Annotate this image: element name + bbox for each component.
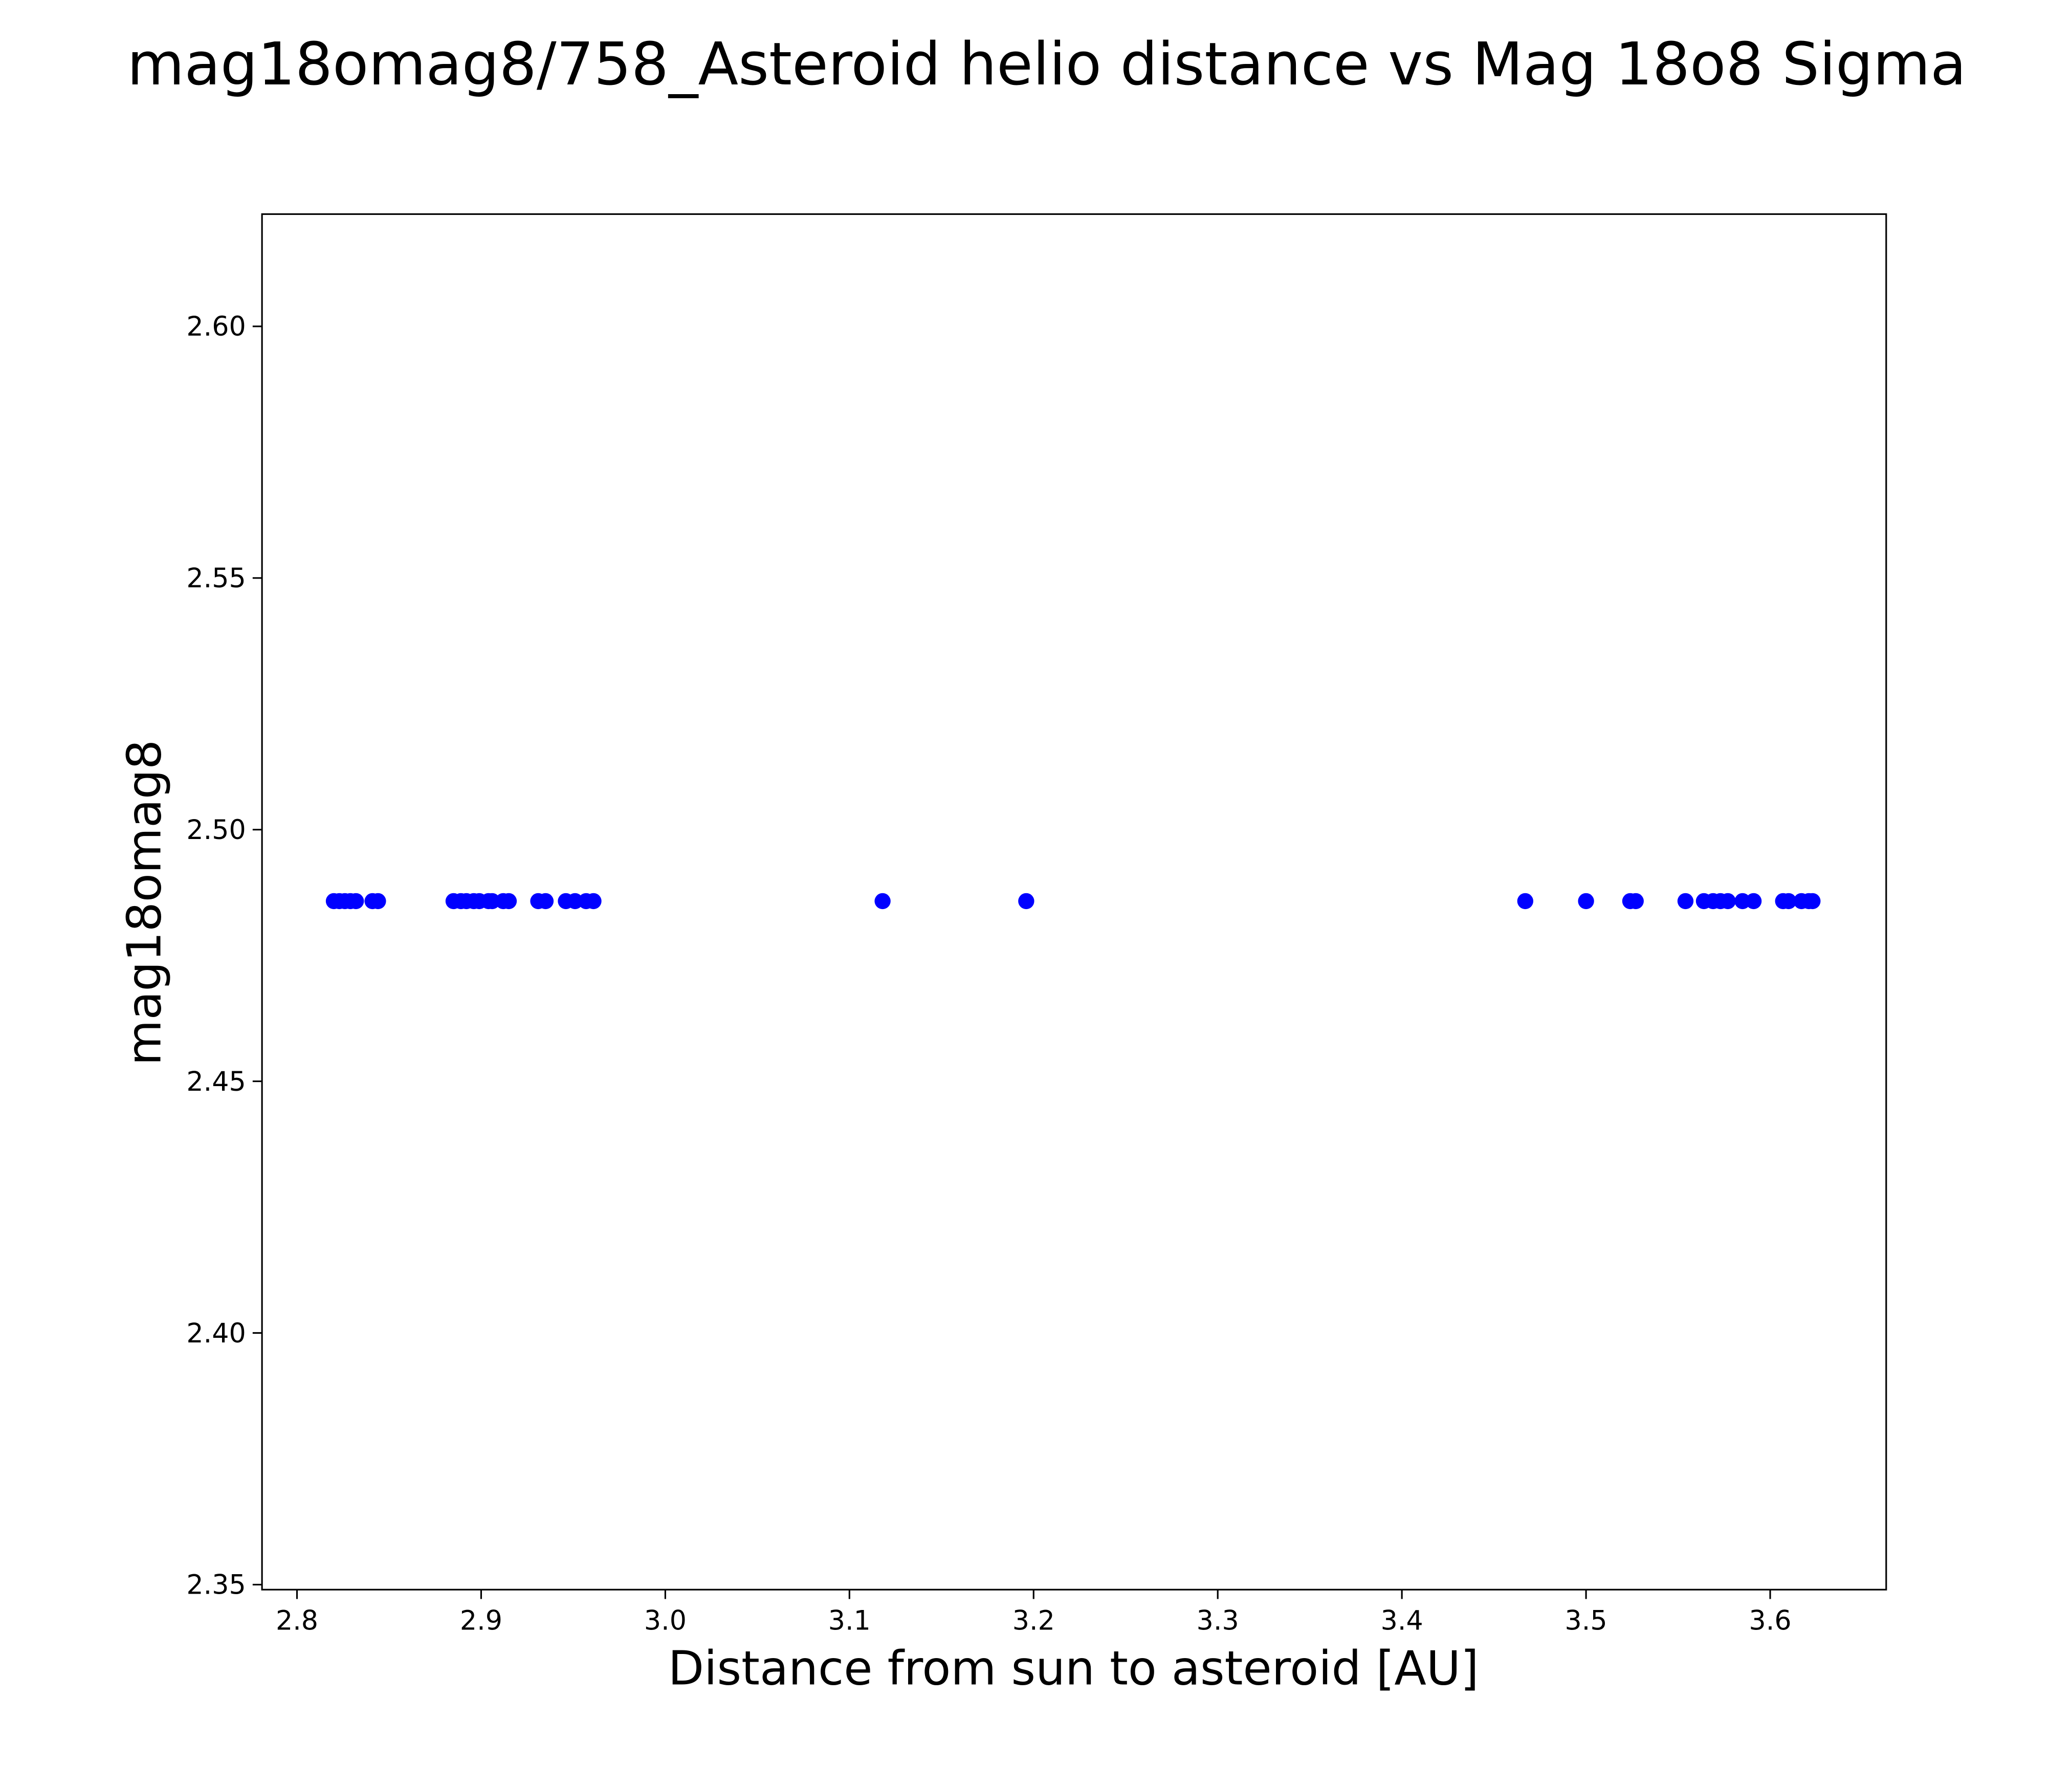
y-axis: 2.35 2.40 2.45 2.50 2.55 2.60 (186, 312, 262, 1601)
data-point (1578, 893, 1594, 910)
y-tick-label: 2.60 (186, 312, 246, 342)
data-point (370, 893, 386, 910)
x-tick-label: 3.5 (1565, 1606, 1607, 1637)
x-tick-label: 2.9 (460, 1606, 502, 1637)
x-tick-label: 3.2 (1012, 1606, 1055, 1637)
data-point (537, 893, 554, 910)
plot-area (261, 213, 1887, 1591)
data-point (1804, 893, 1821, 910)
data-point (585, 893, 602, 910)
data-point (1627, 893, 1644, 910)
y-tick-label: 2.35 (186, 1570, 246, 1601)
x-axis-label: Distance from sun to asteroid [AU] (668, 1641, 1479, 1696)
data-points (325, 893, 1821, 910)
data-point (1734, 893, 1751, 910)
y-tick-label: 2.45 (186, 1067, 246, 1097)
x-tick-label: 3.0 (644, 1606, 687, 1637)
y-tick-label: 2.40 (186, 1318, 246, 1349)
x-tick-label: 3.3 (1197, 1606, 1239, 1637)
x-tick-label: 3.1 (828, 1606, 871, 1637)
chart-title: mag18omag8/758_Asteroid helio distance v… (127, 30, 1966, 99)
y-tick-label: 2.50 (186, 815, 246, 846)
data-point (567, 893, 583, 910)
data-point (1780, 893, 1797, 910)
data-point (348, 893, 364, 910)
data-point (1720, 893, 1736, 910)
data-point (1517, 893, 1533, 910)
x-tick-label: 3.4 (1381, 1606, 1423, 1637)
data-point (500, 893, 517, 910)
y-axis-label: mag18omag8 (117, 740, 172, 1066)
y-tick-label: 2.55 (186, 563, 246, 594)
x-tick-label: 3.6 (1749, 1606, 1791, 1637)
data-point (484, 893, 500, 910)
data-point (874, 893, 891, 910)
data-point (1018, 893, 1034, 910)
x-tick-label: 2.8 (276, 1606, 318, 1637)
data-point (1677, 893, 1694, 910)
data-point (1745, 893, 1762, 910)
x-axis: 2.8 2.9 3.0 3.1 3.2 3.3 3.4 3.5 3.6 (276, 1590, 1792, 1637)
